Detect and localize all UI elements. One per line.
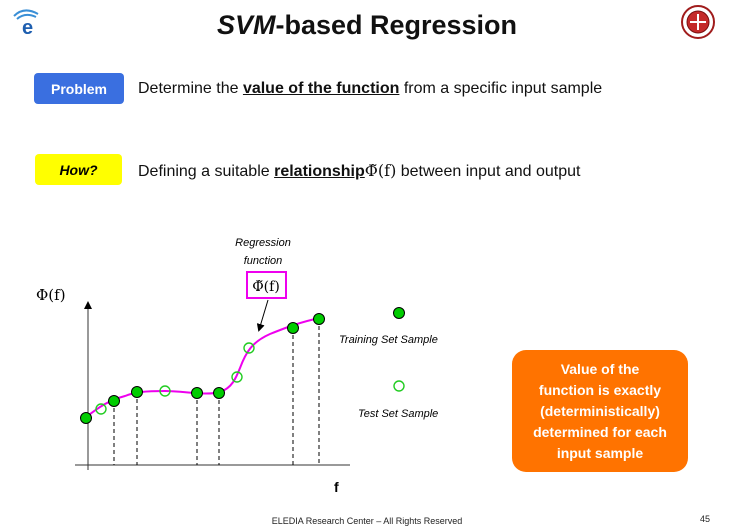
legend-test-label: Test Set Sample xyxy=(358,408,438,420)
regression-label-line2: function xyxy=(244,255,283,267)
relationship-formula: Φ̃(f) xyxy=(364,161,397,180)
x-axis-label: f xyxy=(334,479,339,495)
training-samples xyxy=(80,313,325,424)
problem-tag: Problem xyxy=(34,73,124,104)
regression-formula-box xyxy=(246,271,287,299)
problem-statement: Determine the value of the function from… xyxy=(138,80,603,97)
sample-drop-lines xyxy=(113,319,320,465)
regression-curve xyxy=(84,317,321,419)
legend-training-marker xyxy=(393,307,405,319)
regression-pointer-arrow xyxy=(256,299,269,332)
regression-label-line1: Regression xyxy=(235,237,291,249)
test-samples xyxy=(95,342,255,415)
how-tag: How? xyxy=(35,154,122,185)
regression-formula: Φ̃(f) xyxy=(252,279,280,295)
callout-box: Value of the function is exactly (determ… xyxy=(512,350,688,472)
page-number: 45 xyxy=(700,514,711,524)
eledia-logo: e xyxy=(13,9,39,36)
university-seal-logo xyxy=(681,5,715,39)
slide-title: SVM-based Regression xyxy=(216,10,518,40)
legend-training-label: Training Set Sample xyxy=(339,334,438,346)
how-statement: Defining a suitable relationshipΦ̃(f) be… xyxy=(138,161,581,180)
footer-copyright: ELEDIA Research Center – All Rights Rese… xyxy=(271,516,463,526)
legend-test-marker xyxy=(393,380,405,392)
svg-text:e: e xyxy=(22,17,33,36)
y-axis-label: Φ(f) xyxy=(36,286,66,304)
